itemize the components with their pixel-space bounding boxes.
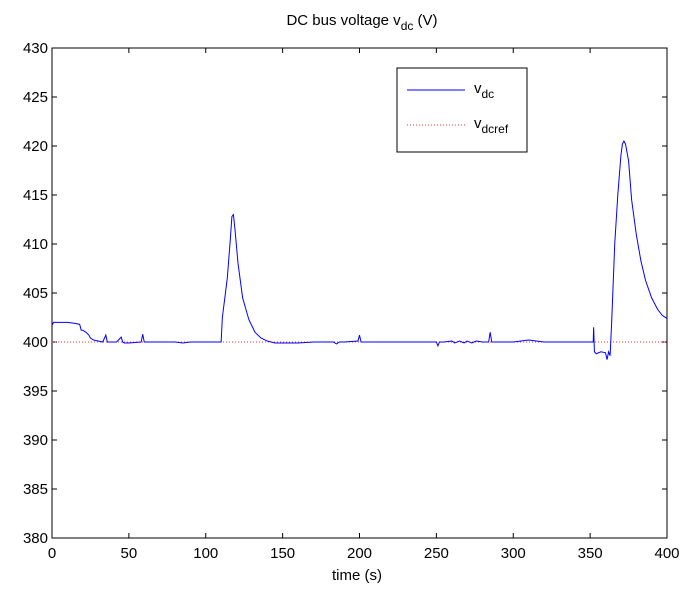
y-tick-label: 400 <box>23 334 48 351</box>
x-axis-ticks: 0 50 100 150 200 250 300 350 400 <box>48 48 680 562</box>
x-tick-label: 400 <box>654 545 679 562</box>
chart-title-suffix: (V) <box>413 12 437 29</box>
y-tick-label: 410 <box>23 236 48 253</box>
x-axis-label: time (s) <box>332 567 382 584</box>
legend-box <box>396 67 528 153</box>
y-tick-label: 425 <box>23 89 48 106</box>
y-tick-label: 420 <box>23 138 48 155</box>
y-tick-label: 430 <box>23 40 48 57</box>
plot-area <box>51 47 668 539</box>
y-axis-ticks: 380 385 390 395 400 405 410 415 420 425 430 <box>23 40 667 547</box>
y-tick-label: 380 <box>23 530 48 547</box>
legend: vdc vdcref <box>396 67 528 153</box>
y-tick-label: 395 <box>23 383 48 400</box>
y-tick-label: 390 <box>23 432 48 449</box>
x-tick-label: 200 <box>347 545 372 562</box>
y-tick-label: 415 <box>23 187 48 204</box>
y-tick-label: 405 <box>23 285 48 302</box>
x-tick-label: 150 <box>270 545 295 562</box>
series-line-v-dc <box>51 140 668 360</box>
x-tick-label: 50 <box>121 545 138 562</box>
series-layer <box>51 140 668 360</box>
y-tick-label: 385 <box>23 481 48 498</box>
chart-title-subscript: dc <box>401 19 414 33</box>
x-tick-label: 350 <box>578 545 603 562</box>
legend-label-vdcref: vdcref <box>474 115 509 136</box>
x-tick-label: 300 <box>501 545 526 562</box>
x-tick-label: 250 <box>424 545 449 562</box>
chart-title-main: DC bus voltage v <box>286 12 401 29</box>
x-tick-label: 0 <box>48 545 56 562</box>
legend-label-vdc: vdc <box>474 80 494 101</box>
x-tick-label: 100 <box>193 545 218 562</box>
chart-title: DC bus voltage vdc (V) <box>286 12 437 33</box>
